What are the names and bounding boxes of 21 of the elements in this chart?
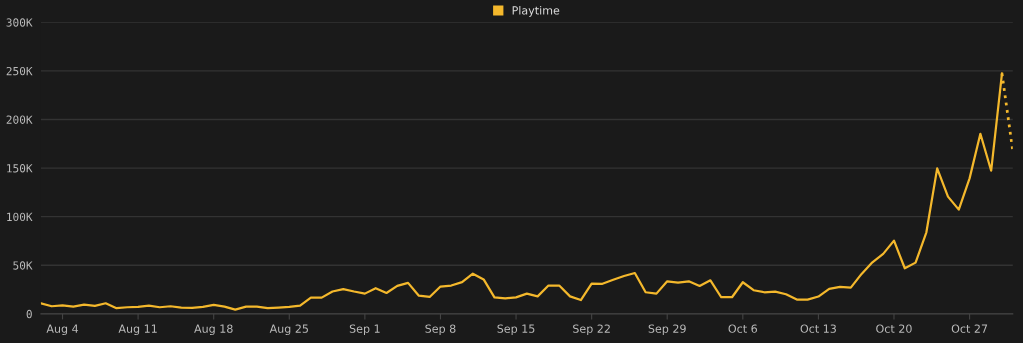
y-tick-label: 0	[26, 309, 32, 319]
x-tick-label: Oct 27	[951, 324, 988, 333]
x-tick-label: Oct 20	[876, 324, 912, 333]
y-tick-label: 200K	[6, 115, 33, 124]
y-tick-label: 250K	[6, 66, 33, 76]
x-tick-label: Aug 18	[194, 324, 233, 336]
x-tick-label: Oct 6	[728, 324, 758, 333]
y-tick-label: 300K	[6, 18, 33, 27]
y-tick-label: 100K	[7, 212, 33, 222]
x-tick-label: Sep 15	[497, 324, 535, 336]
y-tick-label: 50K	[13, 261, 33, 270]
x-tick-label: Oct 13	[800, 324, 836, 333]
x-tick-label: Aug 11	[118, 324, 157, 336]
x-tick-label: Sep 29	[648, 324, 686, 336]
x-tick-label: Sep 1	[349, 324, 380, 336]
y-tick-label: 150K	[7, 164, 33, 173]
x-tick-label: Aug 25	[269, 324, 308, 336]
legend-label: Playtime	[512, 5, 560, 17]
x-tick-label: Sep 8	[425, 324, 456, 336]
x-tick-label: Aug 4	[46, 324, 79, 336]
x-tick-label: Sep 22	[573, 324, 610, 336]
